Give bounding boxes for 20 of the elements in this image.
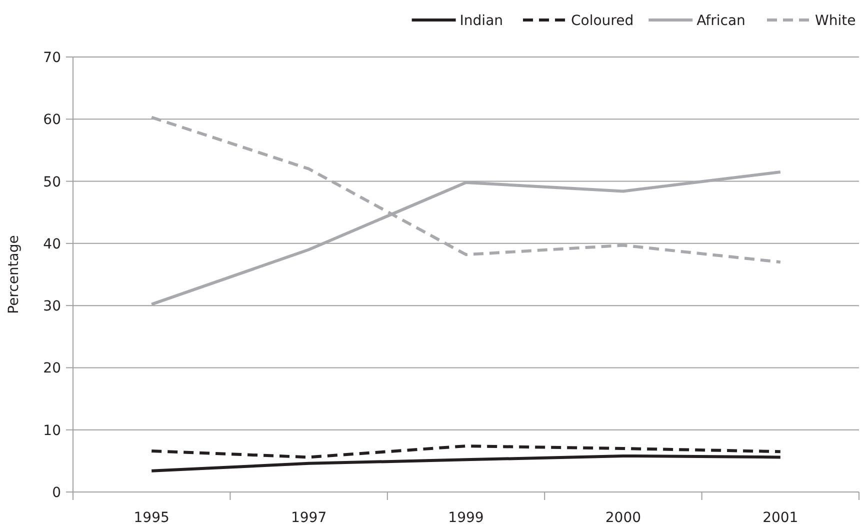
y-tick-label: 0 [52, 485, 61, 501]
line-series [150, 444, 782, 459]
y-tick-label: 30 [43, 298, 61, 315]
y-tick-label: 40 [43, 236, 61, 252]
y-tick-label: 10 [43, 422, 61, 439]
legend-label: Indian [460, 13, 504, 29]
line-series [150, 454, 782, 472]
legend-label: African [696, 13, 746, 29]
x-tick-label: 1999 [448, 510, 484, 526]
legend-label: Coloured [571, 13, 634, 29]
x-tick-label: 1997 [290, 510, 327, 526]
y-tick-label: 50 [43, 174, 61, 190]
y-tick-label: 70 [43, 50, 61, 66]
x-tick-label: 2000 [605, 510, 642, 526]
legend-label: White [815, 13, 856, 29]
x-tick-label: 1995 [134, 510, 170, 526]
y-tick-label: 20 [43, 360, 61, 377]
y-tick-label: 60 [43, 112, 61, 128]
x-tick-label: 2001 [762, 510, 798, 526]
y-axis-title: Percentage [6, 235, 22, 314]
